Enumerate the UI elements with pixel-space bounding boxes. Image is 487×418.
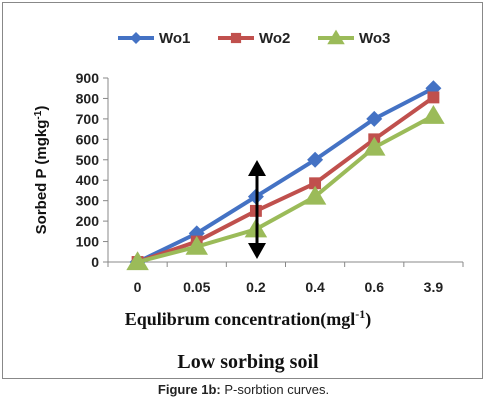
arrow-head-up (248, 160, 266, 176)
x-tick-label: 0.4 (305, 279, 325, 295)
chart-frame (2, 2, 483, 379)
x-tick-label: 0.2 (246, 279, 266, 295)
data-point-wo3 (422, 105, 445, 124)
y-tick-label: 400 (76, 172, 100, 188)
data-point-wo1 (307, 151, 324, 168)
y-tick-label: 0 (91, 254, 99, 270)
caption-label: Figure 1b: (157, 382, 221, 397)
chart-subtitle: Low sorbing soil (177, 351, 319, 373)
series-line-wo2 (136, 95, 435, 264)
data-point-wo3 (363, 136, 386, 156)
series-wo1 (129, 80, 442, 270)
y-tick-labels: 0 100 200 300 400 500 600 700 800 900 (76, 70, 108, 270)
legend-item-wo2: Wo2 (218, 30, 290, 47)
data-point-wo3 (185, 235, 208, 255)
series-line-wo3 (137, 114, 435, 264)
legend-label: Wo1 (159, 30, 190, 47)
legend-marker (230, 32, 242, 44)
legend-item-wo3: Wo3 (318, 29, 390, 47)
y-axis-label: Sorbed P (mgkg-1) (33, 106, 51, 235)
x-tick-label: 0 (134, 279, 142, 295)
y-tick-label: 300 (76, 193, 100, 209)
legend-label: Wo2 (259, 30, 290, 47)
x-axis-label: Equlibrum concentration(mgl-1) (125, 307, 372, 330)
arrow-head-down (248, 243, 266, 259)
y-tick-label: 900 (76, 70, 100, 86)
y-tick-label: 500 (76, 152, 100, 168)
y-tick-label: 100 (76, 234, 100, 250)
series-wo3 (126, 105, 445, 271)
data-point-wo1 (366, 110, 383, 127)
y-tick-label: 700 (76, 111, 100, 127)
data-point-wo2 (309, 177, 322, 190)
caption-text: P-sorbtion curves. (220, 382, 330, 397)
data-point-wo3 (303, 185, 327, 205)
series-line-wo1 (136, 86, 435, 264)
x-tick-label: 0.05 (183, 279, 210, 295)
y-tick-label: 600 (76, 131, 100, 147)
legend-marker (130, 32, 142, 44)
x-tick-label: 0.6 (365, 279, 385, 295)
figure-caption: Figure 1b: P-sorbtion curves. (0, 382, 487, 397)
chart-svg: Wo1 Wo2 Wo3 0 100 200 300 400 500 600 700 800 900 0… (33, 29, 464, 373)
double-arrow (248, 160, 266, 259)
data-point-wo3 (126, 251, 149, 271)
x-tick-labels: 0 0.05 0.2 0.4 0.6 3.9 (107, 262, 464, 295)
y-tick-label: 800 (76, 90, 100, 106)
data-point-wo2 (427, 91, 440, 104)
legend: Wo1 Wo2 Wo3 (118, 29, 390, 47)
x-tick-label: 3.9 (424, 279, 444, 295)
y-tick-label: 200 (76, 213, 100, 229)
legend-item-wo1: Wo1 (118, 30, 190, 47)
legend-label: Wo3 (359, 30, 390, 47)
series-group (126, 80, 445, 271)
axes (107, 78, 463, 263)
legend-marker (327, 29, 345, 45)
